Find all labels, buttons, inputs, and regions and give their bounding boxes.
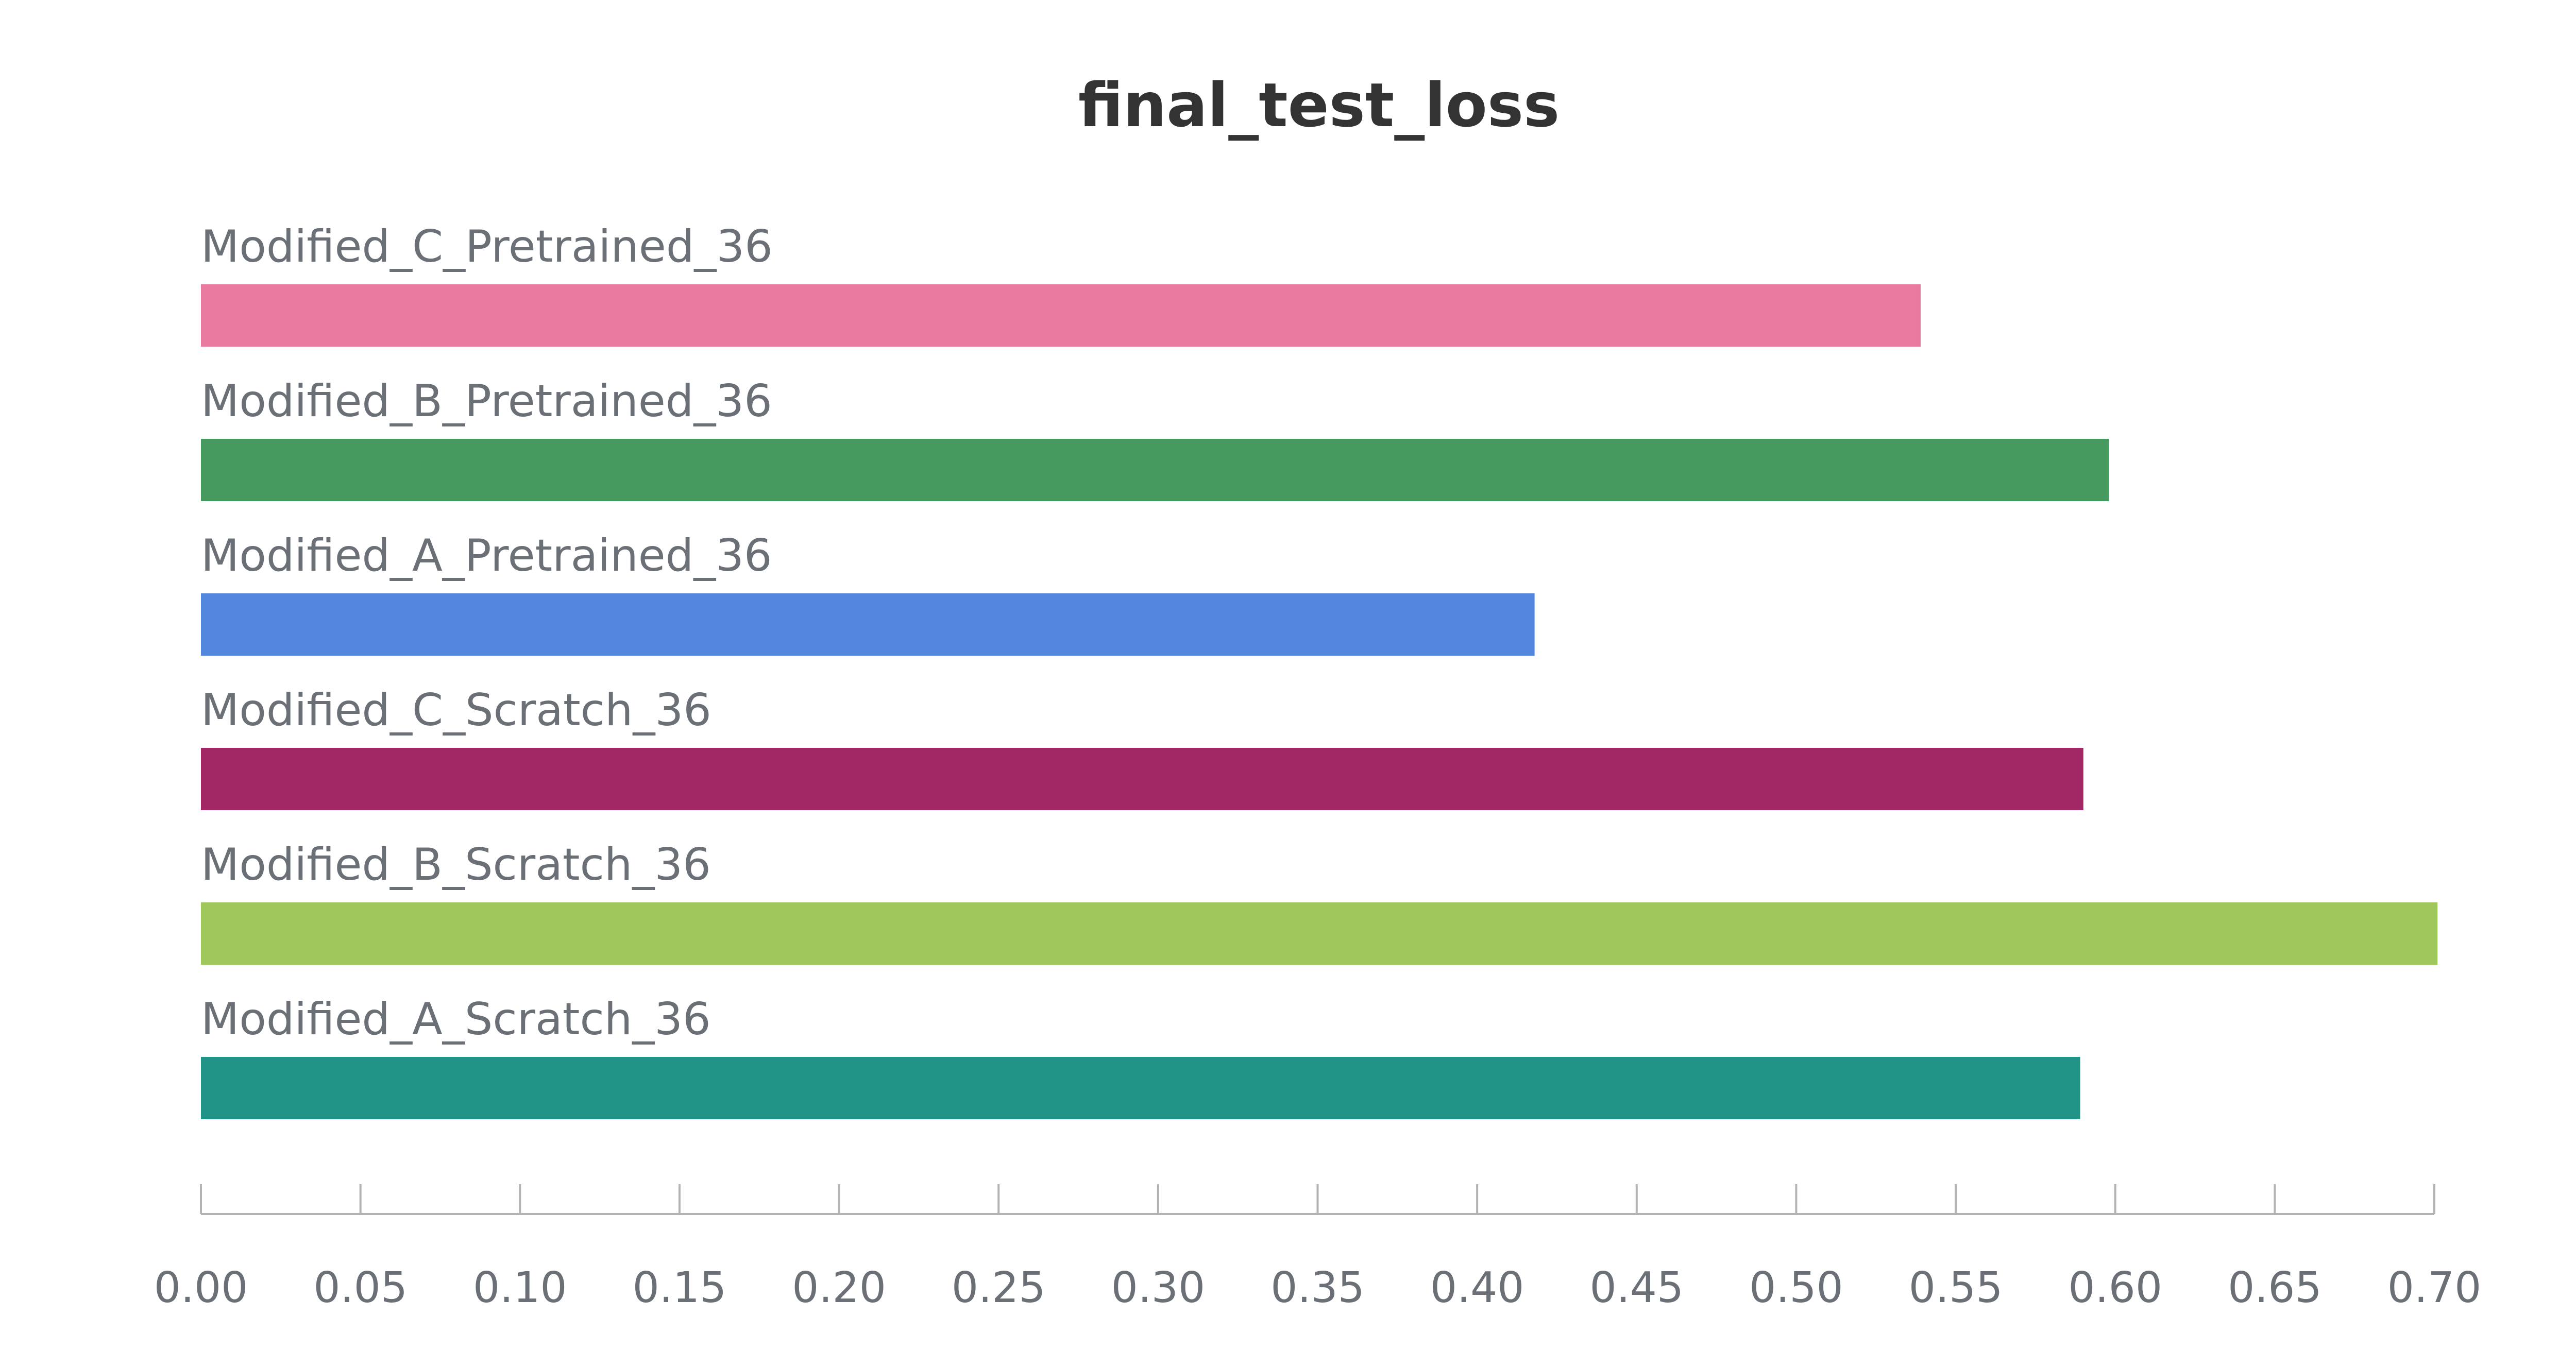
bar-label-modified-b-scratch-36: Modified_B_Scratch_36: [201, 839, 711, 891]
bar-label-modified-c-pretrained-36: Modified_C_Pretrained_36: [201, 221, 773, 272]
x-tick-label: 0.20: [792, 1263, 886, 1312]
x-tick-label: 0.15: [633, 1263, 727, 1312]
bar-modified-a-pretrained-36[interactable]: [201, 593, 1535, 656]
x-tick-label: 0.00: [154, 1263, 248, 1312]
x-tick-label: 0.55: [1909, 1263, 2003, 1312]
chart-title: final_test_loss: [1078, 70, 1560, 141]
bar-modified-b-scratch-36[interactable]: [201, 902, 2438, 965]
x-tick-label: 0.30: [1111, 1263, 1206, 1312]
bar-label-modified-b-pretrained-36: Modified_B_Pretrained_36: [201, 375, 772, 427]
x-axis: 0.00 0.05 0.10 0.15 0.20 0.25 0.30 0.35 0.40 0.45…: [154, 1184, 2482, 1312]
x-tick-label: 0.60: [2068, 1263, 2162, 1312]
bar-label-modified-a-pretrained-36: Modified_A_Pretrained_36: [201, 530, 772, 582]
x-tick-label: 0.35: [1270, 1263, 1365, 1312]
bar-label-modified-a-scratch-36: Modified_A_Scratch_36: [201, 994, 711, 1045]
bar-modified-c-scratch-36[interactable]: [201, 748, 2083, 810]
x-tick-label: 0.05: [313, 1263, 408, 1312]
bar-label-modified-c-scratch-36: Modified_C_Scratch_36: [201, 685, 711, 736]
bars-group: [201, 284, 2438, 1119]
x-tick-label: 0.65: [2228, 1263, 2322, 1312]
bar-modified-a-scratch-36[interactable]: [201, 1057, 2080, 1119]
x-tick-label: 0.70: [2387, 1263, 2482, 1312]
x-tick-label: 0.10: [473, 1263, 567, 1312]
x-tick-label: 0.50: [1749, 1263, 1843, 1312]
x-tick-label: 0.40: [1430, 1263, 1524, 1312]
bar-modified-c-pretrained-36[interactable]: [201, 284, 1921, 347]
bar-modified-b-pretrained-36[interactable]: [201, 439, 2109, 501]
bar-labels-group: Modified_C_Pretrained_36 Modified_B_Pretr…: [201, 221, 773, 1045]
x-tick-label: 0.45: [1589, 1263, 1684, 1312]
x-tick-label: 0.25: [952, 1263, 1046, 1312]
